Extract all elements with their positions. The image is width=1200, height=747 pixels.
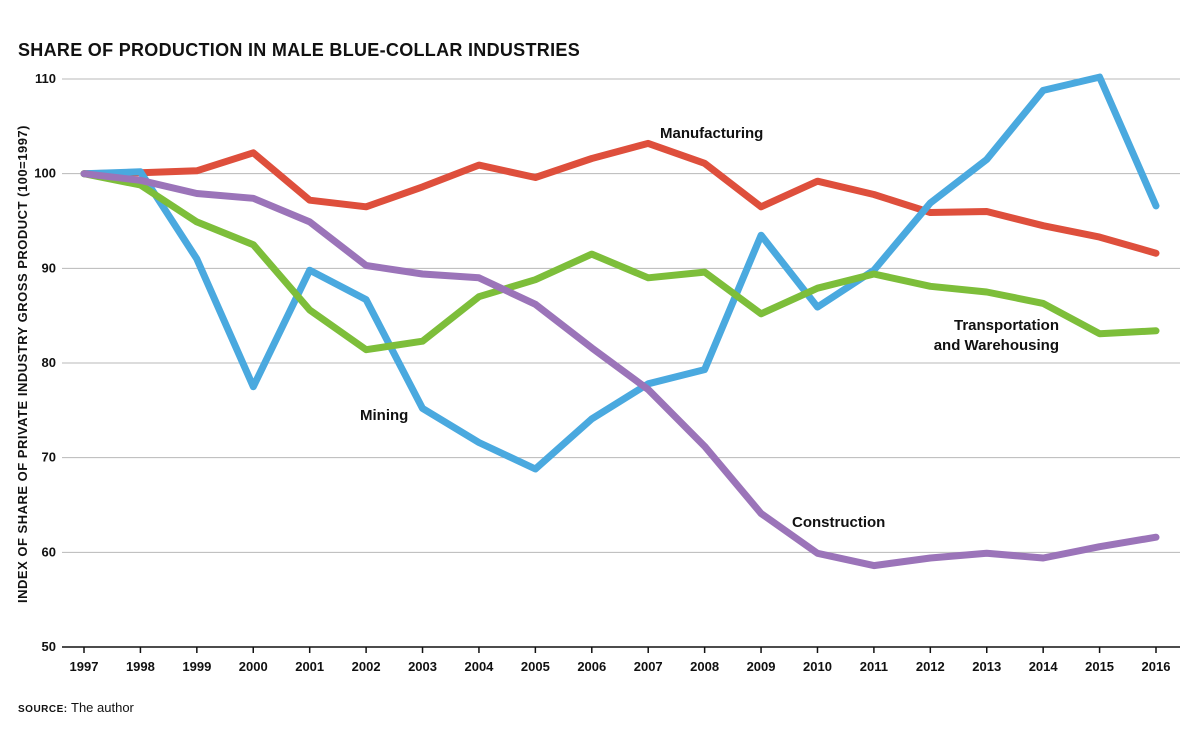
- x-tick-label: 2004: [464, 659, 494, 674]
- x-tick-label: 2015: [1085, 659, 1114, 674]
- series-labels: Manufacturing Mining Transportation and War…: [360, 125, 1059, 531]
- chart-title: SHARE OF PRODUCTION IN MALE BLUE-COLLAR …: [18, 40, 580, 60]
- x-tick-label: 1999: [182, 659, 211, 674]
- x-tick-label: 2012: [916, 659, 945, 674]
- x-tick-label: 2002: [352, 659, 381, 674]
- source-text: The author: [71, 700, 134, 715]
- x-tick-label: 2009: [747, 659, 776, 674]
- series-label: and Warehousing: [934, 337, 1059, 354]
- source-note: SOURCE: The author: [18, 700, 134, 715]
- x-tick-label: 2001: [295, 659, 324, 674]
- series-label: Transportation: [954, 317, 1059, 334]
- x-tick-label: 1997: [70, 659, 99, 674]
- x-tick-label: 2005: [521, 659, 550, 674]
- x-tick-label: 2006: [577, 659, 606, 674]
- x-tick-label: 2008: [690, 659, 719, 674]
- x-tick-label: 2011: [860, 659, 888, 674]
- series-line-manufacturing: [80, 139, 1160, 257]
- series-label: Manufacturing: [660, 125, 763, 142]
- x-tick-label: 1998: [126, 659, 155, 674]
- x-tick-label: 2010: [803, 659, 832, 674]
- y-tick-label: 100: [34, 166, 56, 181]
- series-label: Mining: [360, 407, 408, 424]
- y-tick-label: 70: [42, 450, 56, 465]
- x-tick-label: 2016: [1142, 659, 1171, 674]
- y-tick-label: 50: [42, 639, 56, 654]
- x-tick-label: 2014: [1029, 659, 1059, 674]
- series-label: Construction: [792, 514, 885, 531]
- x-axis: 1997 1998 1999 2000 2001 2002 2003 2004 2005 2006…: [62, 646, 1180, 674]
- x-tick-label: 2003: [408, 659, 437, 674]
- series-line-transportation-and-warehousing: [80, 170, 1160, 354]
- x-tick-label: 2007: [634, 659, 663, 674]
- y-tick-label: 90: [42, 260, 56, 275]
- x-tick-label: 2013: [972, 659, 1001, 674]
- source-label: SOURCE:: [18, 704, 68, 715]
- series-line-mining: [80, 73, 1160, 473]
- series-line-construction: [80, 170, 1160, 570]
- series-lines: [80, 73, 1160, 570]
- x-tick-label: 2000: [239, 659, 268, 674]
- y-axis-title: INDEX OF SHARE OF PRIVATE INDUSTRY GROSS…: [15, 125, 30, 603]
- y-tick-label: 110: [35, 71, 56, 86]
- y-tick-label: 80: [42, 355, 56, 370]
- y-tick-label: 60: [42, 544, 56, 559]
